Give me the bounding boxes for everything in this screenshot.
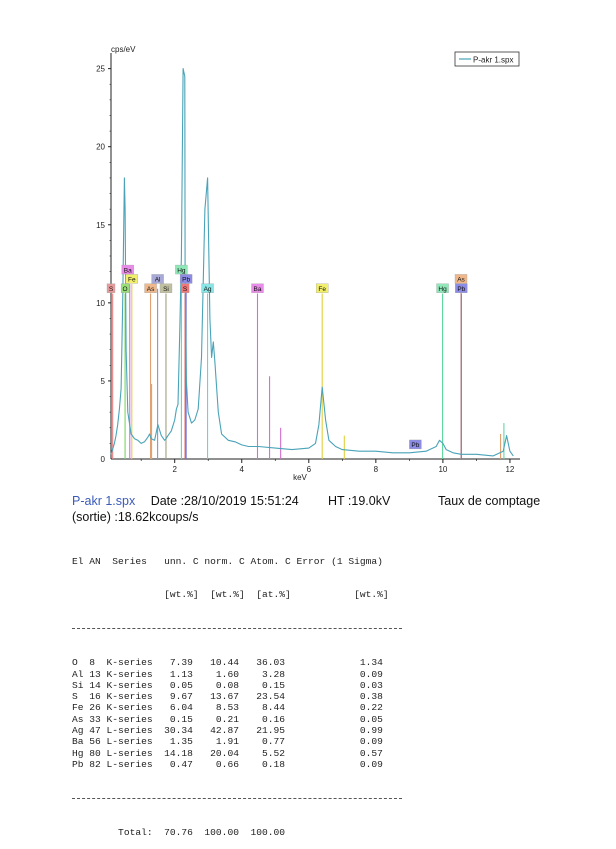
legend-label: P-akr 1.spx (473, 56, 513, 65)
element-marker-label: O (123, 286, 128, 293)
chart-legend: P-akr 1.spx (454, 51, 520, 67)
table-row: Ag 47 L-series 30.34 42.87 21.95 0.99 (72, 725, 383, 737)
element-marker: O (120, 283, 130, 293)
y-tick-label: 0 (101, 455, 106, 464)
table-row: Si 14 K-series 0.05 0.08 0.15 0.03 (72, 679, 383, 691)
element-marker-box (175, 264, 188, 275)
element-marker: Ba (121, 264, 134, 275)
element-marker-label: S (109, 286, 114, 293)
y-tick-label: 20 (96, 143, 105, 152)
table-row: Al 13 K-series 1.13 1.60 3.28 0.09 (72, 668, 383, 680)
element-marker-box (121, 264, 134, 275)
element-marker-box (201, 283, 214, 293)
spectrum-series (110, 68, 514, 457)
element-marker-label: Pb (457, 286, 465, 293)
element-marker-label: Ag (204, 286, 212, 293)
legend-box (454, 51, 520, 67)
dashed-rule (72, 628, 402, 630)
x-tick-label: 12 (505, 465, 514, 474)
acquisition-date: Date :28/10/2019 15:51:24 (150, 494, 299, 508)
element-marker-label: Fe (318, 286, 326, 293)
element-marker-label: Ba (254, 286, 262, 293)
element-marker-label: As (147, 286, 155, 293)
element-marker-box (436, 283, 449, 293)
element-marker-label: S (183, 286, 188, 293)
table-row: Fe 26 K-series 6.04 8.53 8.44 0.22 (72, 702, 383, 714)
y-tick-label: 15 (96, 221, 105, 230)
table-total-row: Total: 70.76 100.00 100.00 (72, 826, 286, 838)
x-axis-label: keV (293, 473, 307, 482)
element-marker-label: Si (163, 286, 169, 293)
element-marker: S (180, 283, 190, 293)
element-marker: Ba (251, 283, 264, 293)
element-marker-box (251, 283, 264, 293)
element-marker: Al (151, 274, 164, 284)
element-marker: Fe (316, 283, 329, 293)
table-header-row: El AN Series unn. C norm. C Atom. C Erro… (72, 555, 383, 567)
table-row: Pb 82 L-series 0.47 0.66 0.18 0.09 (72, 758, 383, 770)
element-marker-box (316, 283, 329, 293)
element-marker-box (409, 439, 422, 450)
element-marker-label: Pb (411, 442, 419, 449)
chart-axes: 5 10 15 20 25 0 2 4 6 8 10 12 (96, 53, 520, 474)
element-marker: Pb (409, 439, 422, 450)
element-marker: Si (159, 283, 173, 293)
table-separator (72, 623, 402, 634)
element-marker-label: Ba (124, 267, 132, 274)
element-marker: Fe (125, 274, 138, 284)
count-rate-label: Taux de comptage (438, 494, 541, 508)
spectrum-line (110, 68, 514, 457)
element-marker-label: Pb (182, 277, 190, 284)
table-row: Hg 80 L-series 14.18 20.04 5.52 0.57 (72, 747, 383, 759)
element-marker-box (120, 283, 130, 293)
y-tick-label: 25 (96, 65, 105, 74)
element-marker: Pb (179, 274, 193, 284)
element-marker-box (151, 274, 164, 284)
element-marker-box (106, 283, 116, 293)
element-marker-box (455, 283, 468, 293)
element-marker-box (144, 283, 157, 293)
quantification-table: El AN Series unn. C norm. C Atom. C Erro… (72, 533, 402, 849)
element-marker-box (180, 283, 190, 293)
x-tick-label: 8 (374, 465, 379, 474)
element-marker-box (179, 274, 193, 284)
element-marker: As (454, 274, 468, 284)
spectrum-filename: P-akr 1.spx (72, 494, 136, 508)
high-voltage: HT :19.0kV (328, 494, 391, 508)
element-marker: Hg (436, 283, 449, 293)
report-header: P-akr 1.spx Date :28/10/2019 15:51:24 HT… (72, 494, 602, 524)
element-marker: As (144, 283, 157, 293)
x-tick-label: 4 (240, 465, 245, 474)
count-rate-value: (sortie) :18.62kcoups/s (72, 510, 199, 524)
dashed-rule (72, 797, 402, 799)
table-row: Ba 56 L-series 1.35 1.91 0.77 0.09 (72, 736, 383, 748)
element-marker-label: Hg (177, 267, 186, 274)
x-tick-label: 6 (307, 465, 312, 474)
element-marker-box (454, 274, 468, 284)
y-axis-label: cps/eV (111, 45, 136, 54)
element-marker-label: As (457, 277, 465, 284)
table-body: O 8 K-series 7.39 10.44 36.03 1.34 Al 13 … (72, 657, 389, 770)
x-tick-label: 10 (438, 465, 447, 474)
element-marker: Ag (201, 283, 214, 293)
x-tick-label: 2 (172, 465, 177, 474)
element-marker-label: Al (155, 277, 161, 284)
element-marker: Pb (455, 283, 468, 293)
element-marker-box (159, 283, 173, 293)
table-units-row: [wt.%] [wt.%] [at.%] [wt.%] (72, 589, 389, 601)
table-row: As 33 K-series 0.15 0.21 0.16 0.05 (72, 713, 383, 725)
element-marker: S (106, 283, 116, 293)
element-marker: Hg (175, 264, 188, 275)
table-separator (72, 793, 402, 804)
y-tick-label: 10 (96, 299, 105, 308)
element-marker-box (125, 274, 138, 284)
element-marker-label: Hg (438, 286, 447, 293)
element-marker-label: Fe (128, 277, 136, 284)
table-row: O 8 K-series 7.39 10.44 36.03 1.34 (72, 657, 383, 669)
y-tick-label: 5 (101, 377, 106, 386)
table-row: S 16 K-series 9.67 13.67 23.54 0.38 (72, 691, 383, 703)
